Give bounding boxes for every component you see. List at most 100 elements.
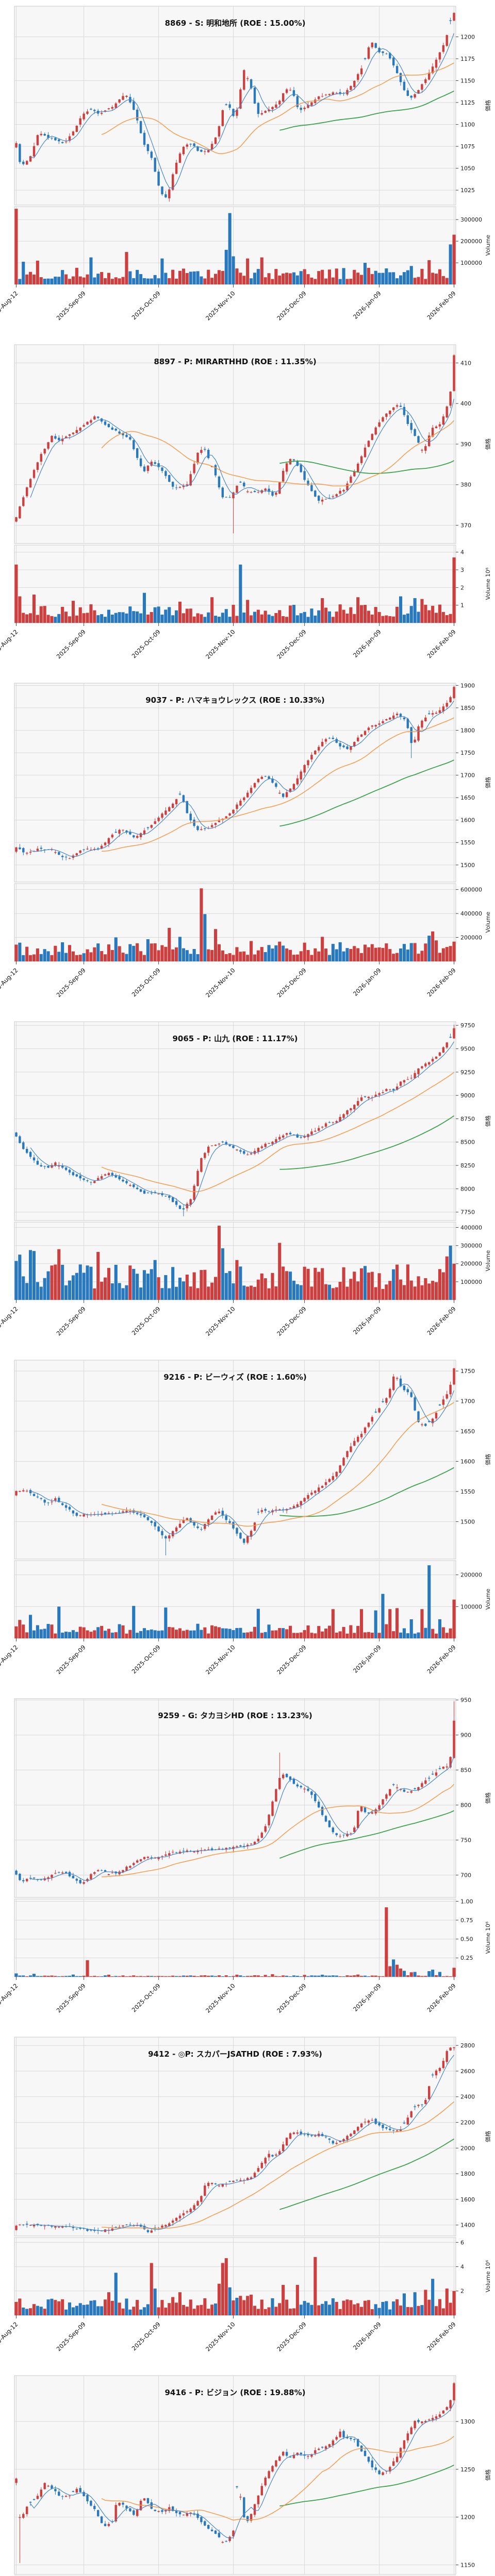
price-tick-label: 9500 <box>460 1045 475 1052</box>
volume-tick-label: 200000 <box>460 1572 482 1579</box>
x-tick-label: 2025-Oct-09 <box>130 1643 162 1675</box>
x-tick-label: 2025-Sep-09 <box>55 2320 87 2352</box>
price-tick-label: 900 <box>460 1732 471 1739</box>
volume-tick-label: 0.25 <box>460 1955 473 1961</box>
volume-bars-down <box>18 914 431 961</box>
price-tick-label: 390 <box>460 441 471 448</box>
candlestick-volume-chart: 700 750 800 850 900 950 0.25 0.50 0.75 1.00 2025-A… <box>0 1697 491 2014</box>
candle-bodies-up <box>15 13 455 198</box>
price-tick-label: 7750 <box>460 1209 475 1216</box>
candle-bodies-down <box>54 405 420 501</box>
candlestick-volume-chart: 370 380 390 400 410 1 2 3 4 2025-Aug-12 2025-Sep-0… <box>0 344 491 660</box>
x-tick-label: 2025-Sep-09 <box>55 290 87 321</box>
x-tick-label: 2025-Nov-10 <box>204 1982 236 2014</box>
chart-title: 8869 - S: 明和地所 (ROE : 15.00%) <box>165 19 306 28</box>
price-tick-label: 400 <box>460 400 471 407</box>
stock-chart-9412: 1400 1600 1800 2000 2200 2400 2600 2800 2 4 6 2025-… <box>0 2031 495 2369</box>
price-tick-label: 1075 <box>460 143 475 150</box>
price-axis-title: 価格 <box>484 2469 491 2481</box>
ma-short-line <box>30 1756 455 1882</box>
stock-chart-8869: 1025 1050 1075 1100 1125 1150 1175 1200 100000 20… <box>0 0 495 338</box>
stock-chart-8897: 370 380 390 400 410 1 2 3 4 2025-Aug-12 2025-Sep-0… <box>0 338 495 677</box>
axis-ticks <box>16 1370 458 1641</box>
price-tick-label: 1550 <box>460 839 475 846</box>
price-tick-label: 950 <box>460 1697 471 1704</box>
volume-axis-title: Volume <box>485 1250 491 1271</box>
x-tick-label: 2025-Nov-10 <box>204 1643 236 1675</box>
x-tick-label: 2025-Sep-09 <box>55 628 87 660</box>
price-panel <box>14 1698 456 1898</box>
x-tick-label: 2025-Nov-10 <box>204 628 236 660</box>
chart-title: 8897 - P: MIRARTHHD (ROE : 11.35%) <box>154 357 316 366</box>
volume-axis-title: Volume 10⁶ <box>485 2260 491 2292</box>
price-tick-label: 2800 <box>460 2042 475 2049</box>
volume-tick-label: 2 <box>460 584 464 591</box>
candlestick-volume-chart: 1025 1050 1075 1100 1125 1150 1175 1200 100000 20… <box>0 6 491 322</box>
ma-long-line <box>279 460 454 474</box>
price-tick-label: 1200 <box>460 33 475 40</box>
candlestick-volume-chart: 1400 1600 1800 2000 2200 2400 2600 2800 2 4 6 2025-… <box>0 2037 491 2353</box>
volume-tick-label: 0.75 <box>460 1917 473 1924</box>
axis-ticks <box>16 1025 458 1303</box>
grid <box>14 2376 456 2574</box>
price-axis-title: 価格 <box>484 777 491 788</box>
volume-tick-label: 200000 <box>460 238 482 245</box>
x-tick-label: 2025-Oct-09 <box>130 2320 162 2352</box>
x-tick-label: 2025-Nov-10 <box>204 290 236 321</box>
volume-tick-label: 0.50 <box>460 1936 473 1943</box>
candlestick-volume-chart: 7750 8000 8250 8500 8750 9000 9250 9500 9750 1000… <box>0 1021 491 1337</box>
chart-title: 9259 - G: タカヨシHD (ROE : 13.23%) <box>158 1711 312 1720</box>
x-tick-label: 2026-Jan-09 <box>352 1305 383 1336</box>
volume-tick-label: 200000 <box>460 934 482 941</box>
price-tick-label: 2000 <box>460 2145 475 2151</box>
price-panel <box>14 1021 456 1221</box>
volume-bars-down <box>54 564 420 623</box>
price-tick-label: 700 <box>460 1872 471 1878</box>
volume-bars-down <box>22 2273 435 2315</box>
ma-short-line <box>30 2055 454 2231</box>
price-tick-label: 1700 <box>460 1398 475 1404</box>
x-tick-label: 2026-Feb-09 <box>425 1643 457 1675</box>
stock-chart-9065: 7750 8000 8250 8500 8750 9000 9250 9500 9750 1000… <box>0 1015 495 1354</box>
axis-ticks <box>16 1700 458 1980</box>
price-axis-title: 価格 <box>484 2131 491 2142</box>
price-tick-label: 1100 <box>460 121 475 128</box>
price-tick-label: 1150 <box>460 77 475 84</box>
x-tick-label: 2025-Oct-09 <box>130 628 162 659</box>
x-tick-label: 2025-Oct-09 <box>130 1982 162 2013</box>
axis-ticks <box>16 685 458 964</box>
x-tick-label: 2026-Feb-09 <box>425 967 457 998</box>
x-tick-label: 2025-Nov-10 <box>204 967 236 998</box>
candle-bodies-up <box>15 2383 455 2543</box>
price-tick-label: 1700 <box>460 772 475 778</box>
x-tick-label: 2025-Dec-09 <box>275 1643 308 1676</box>
x-tick-label: 2025-Dec-09 <box>275 1305 308 1337</box>
volume-tick-label: 400000 <box>460 1224 482 1231</box>
volume-tick-label: 100000 <box>460 1603 482 1610</box>
volume-bars-up <box>25 1907 456 1977</box>
x-tick-label: 2026-Feb-09 <box>425 628 457 659</box>
x-tick-label: 2026-Jan-09 <box>352 290 383 320</box>
ma-short-line <box>30 2403 455 2539</box>
price-tick-label: 1600 <box>460 1458 475 1465</box>
volume-tick-label: 200000 <box>460 1261 482 1267</box>
ma-mid-line <box>101 62 454 154</box>
chart-title: 9037 - P: ハマキョウレックス (ROE : 10.33%) <box>145 696 325 705</box>
axis-labels: 1150120012501300200000400000600000800000… <box>460 2418 491 2568</box>
candlestick-volume-chart: 1500 1550 1600 1650 1700 1750 100000 200000 2025… <box>0 1360 491 1676</box>
x-tick-label: 2025-Aug-12 <box>0 1305 20 1337</box>
price-axis-title: 価格 <box>484 438 491 450</box>
x-tick-label: 2025-Aug-12 <box>0 1643 20 1676</box>
ma-short-line <box>30 398 455 499</box>
ma-long-line <box>279 2138 454 2210</box>
x-tick-label: 2026-Feb-09 <box>425 1305 457 1336</box>
volume-bars-up <box>14 888 456 961</box>
candle-bodies-up <box>15 2047 455 2233</box>
price-tick-label: 1650 <box>460 1428 475 1435</box>
candle-bodies-down <box>29 1378 441 1543</box>
x-tick-label: 2026-Jan-09 <box>352 628 383 659</box>
price-tick-label: 9000 <box>460 1092 475 1099</box>
volume-bars-down <box>18 213 452 284</box>
x-tick-label: 2025-Aug-12 <box>0 290 20 322</box>
price-tick-label: 2600 <box>460 2068 475 2075</box>
